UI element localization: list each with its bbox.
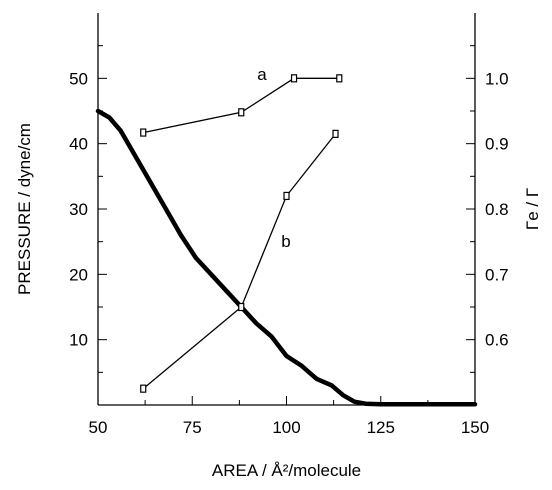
data-point-a xyxy=(140,128,147,137)
data-point-a xyxy=(336,74,343,83)
x-tick-label: 50 xyxy=(89,418,108,437)
chart-labels: ab xyxy=(257,65,290,251)
y-right-tick-label: 0.6 xyxy=(485,331,509,350)
x-tick-label: 75 xyxy=(183,418,202,437)
y-right-tick-label: 0.8 xyxy=(485,200,509,219)
x-tick-label: 150 xyxy=(461,418,489,437)
series-label-b: b xyxy=(281,232,290,251)
y-left-tick-label: 50 xyxy=(69,69,88,88)
y-right-axis-title: Γe / Γ xyxy=(523,188,542,230)
y-right-tick-label: 1.0 xyxy=(485,69,509,88)
y-left-tick-label: 30 xyxy=(69,200,88,219)
plot-marks xyxy=(95,74,478,407)
x-axis-title: AREA / Å²/molecule xyxy=(212,461,361,480)
data-point-b xyxy=(140,384,147,393)
axes: 50 75 100 125 150 10 20 30 40 50 0.6 0.7 0.8 0.9 1.0 AR… xyxy=(15,13,542,480)
y-right-tick-label: 0.9 xyxy=(485,135,509,154)
data-point-a xyxy=(290,74,298,83)
y-right-tick-label: 0.7 xyxy=(485,265,509,284)
y-left-tick-label: 40 xyxy=(69,135,88,154)
y-left-tick-label: 20 xyxy=(69,265,88,284)
data-point-b xyxy=(283,191,290,201)
series-line-a xyxy=(143,77,340,134)
series-line-isotherm xyxy=(95,108,478,407)
series-label-a: a xyxy=(257,65,267,84)
series-line-b xyxy=(142,133,337,390)
x-tick-label: 100 xyxy=(272,418,300,437)
data-point-a xyxy=(238,108,245,117)
y-left-tick-label: 10 xyxy=(69,331,88,350)
y-left-axis-title: PRESSURE / dyne/cm xyxy=(15,123,34,295)
data-point-b xyxy=(238,302,245,312)
data-point-b xyxy=(332,129,339,138)
x-tick-label: 125 xyxy=(367,418,395,437)
